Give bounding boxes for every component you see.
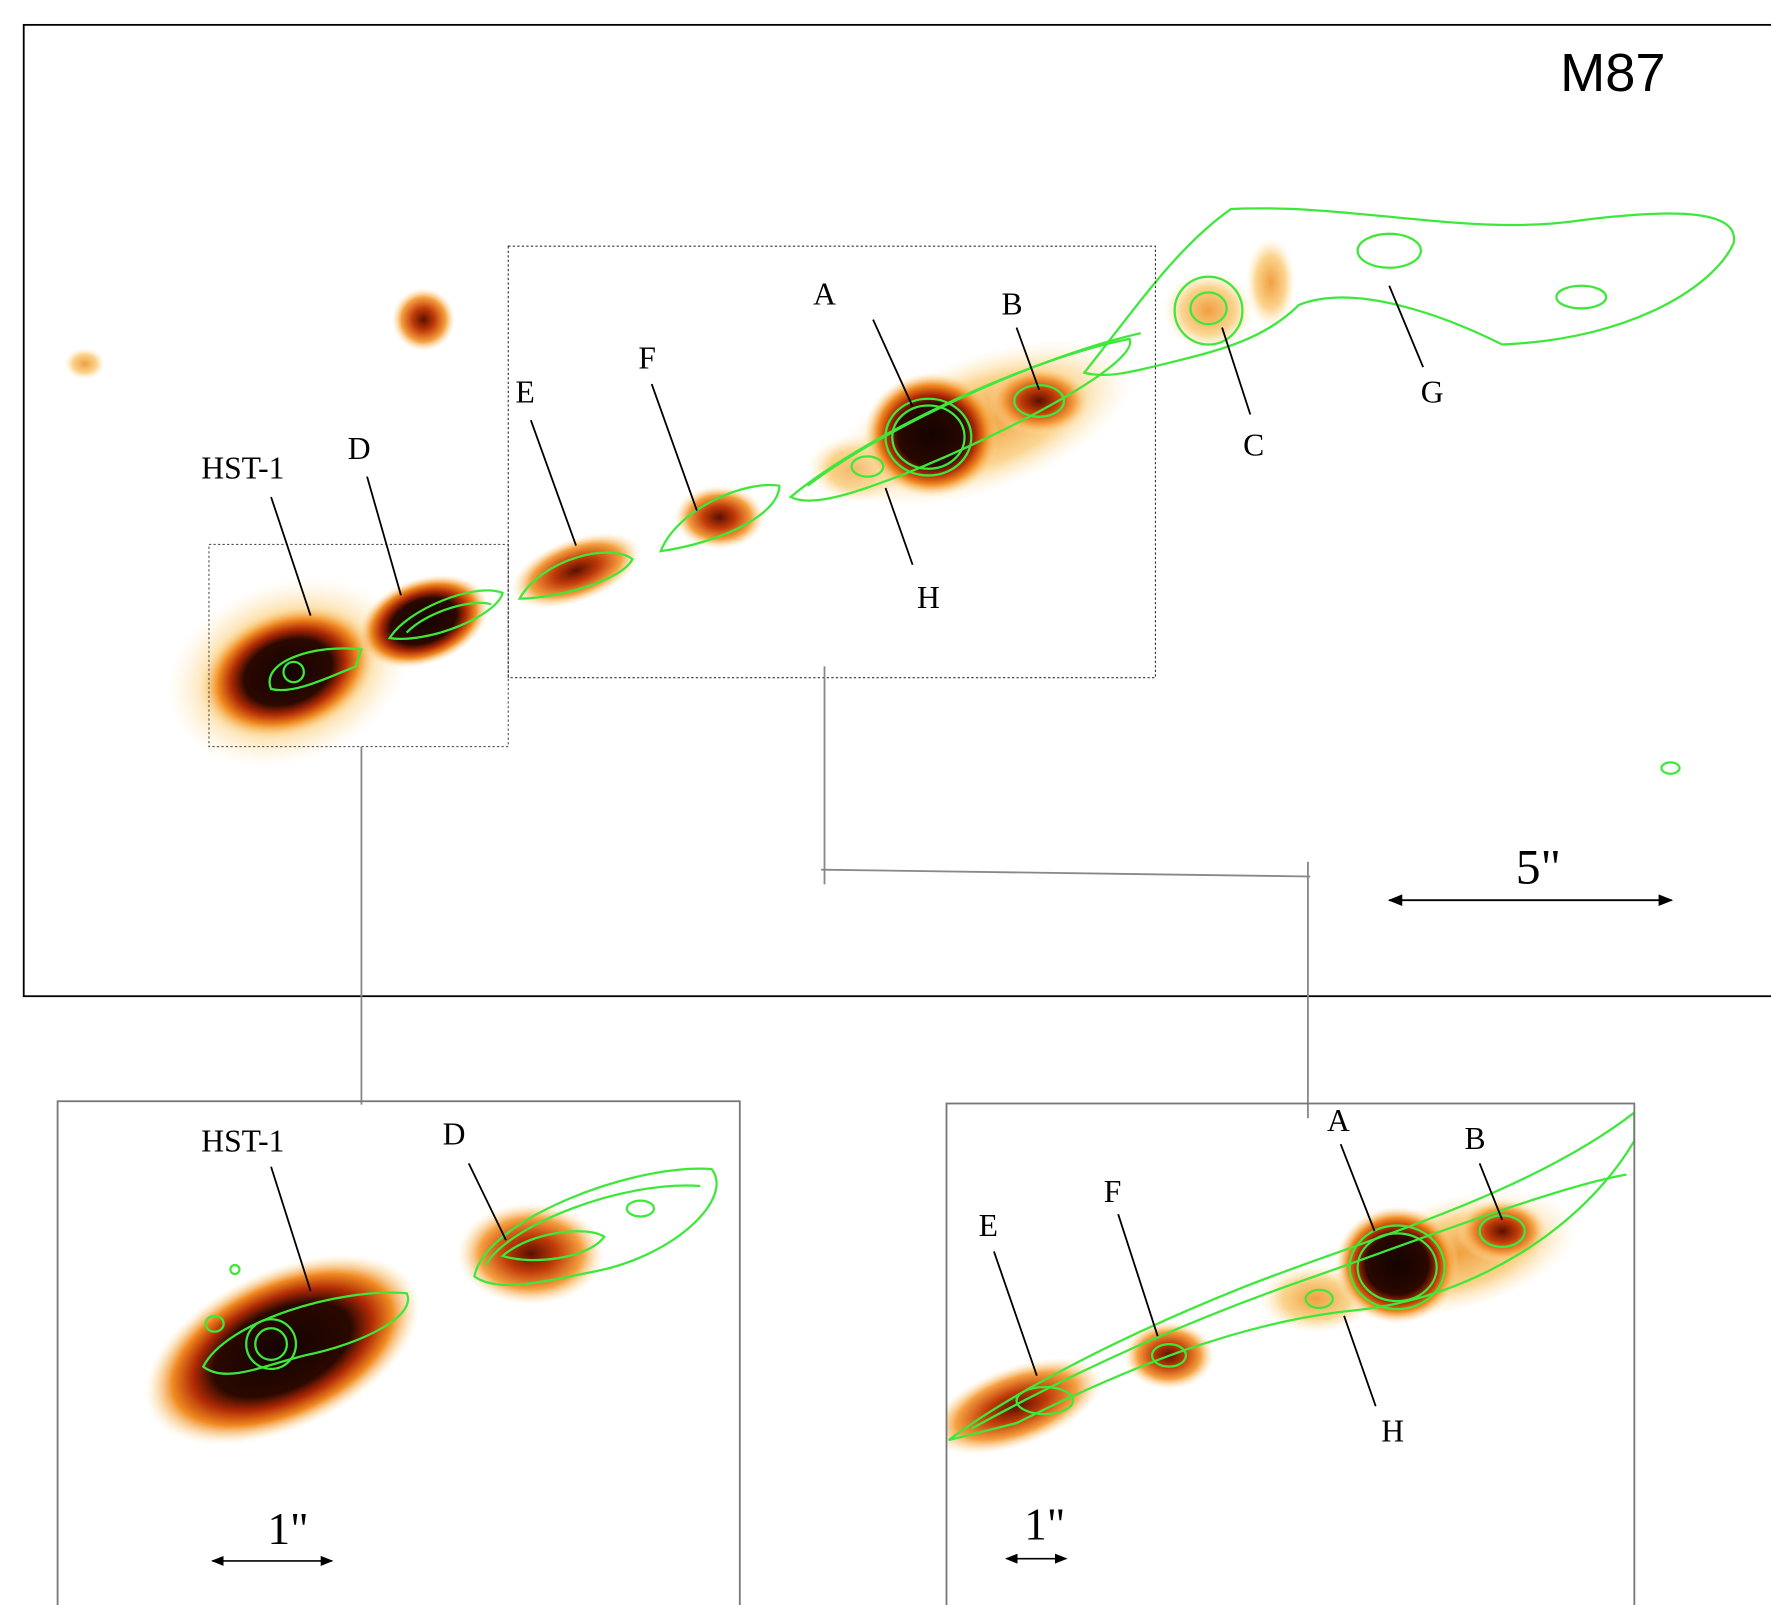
- label: H: [917, 580, 940, 615]
- figure: M87 HST-1 D E F A B C G H 5" HST-1 D 1" …: [0, 0, 1771, 1605]
- label: C: [1243, 428, 1264, 463]
- label: E: [516, 375, 535, 410]
- label: H: [1381, 1414, 1404, 1449]
- connectors: [361, 666, 1310, 1118]
- scale-label: 1": [268, 1504, 309, 1554]
- scale-label: 5": [1516, 839, 1561, 894]
- main-frame: [24, 25, 1771, 996]
- inset-right-image: [918, 1113, 1634, 1475]
- label: E: [979, 1208, 998, 1243]
- label: B: [1001, 286, 1022, 321]
- label: HST-1: [201, 1123, 284, 1158]
- label: D: [443, 1117, 466, 1152]
- label: A: [813, 276, 836, 311]
- inset-left-image: [116, 1169, 717, 1484]
- scale-label: 1": [1024, 1500, 1065, 1550]
- label: G: [1421, 375, 1444, 410]
- label: D: [348, 431, 371, 466]
- label: B: [1465, 1121, 1486, 1156]
- label: F: [1104, 1174, 1122, 1209]
- title: M87: [1560, 43, 1665, 103]
- label: HST-1: [201, 450, 284, 485]
- main-image: [64, 208, 1734, 799]
- label: A: [1327, 1103, 1350, 1138]
- label: F: [638, 341, 656, 376]
